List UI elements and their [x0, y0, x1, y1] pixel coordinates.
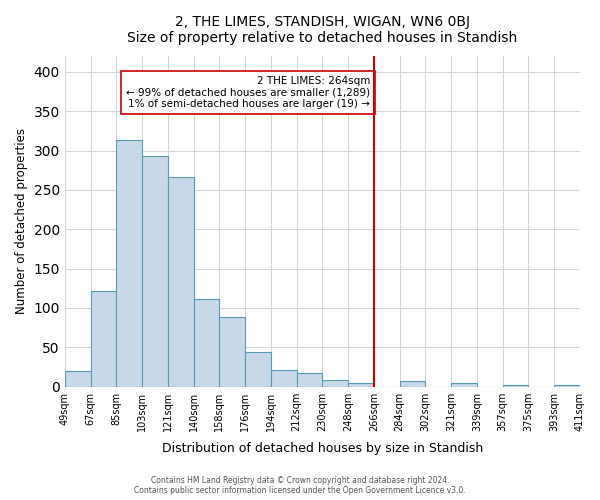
Bar: [142, 156, 168, 386]
Bar: [194, 300, 220, 386]
Bar: [91, 290, 116, 386]
Text: Contains HM Land Registry data © Crown copyright and database right 2024.
Contai: Contains HM Land Registry data © Crown c…: [134, 476, 466, 495]
Bar: [296, 374, 322, 386]
Bar: [503, 385, 529, 386]
Bar: [245, 352, 271, 386]
Title: 2, THE LIMES, STANDISH, WIGAN, WN6 0BJ
Size of property relative to detached hou: 2, THE LIMES, STANDISH, WIGAN, WN6 0BJ S…: [127, 15, 518, 45]
Bar: [400, 381, 425, 386]
Bar: [451, 382, 477, 386]
Text: 2 THE LIMES: 264sqm
← 99% of detached houses are smaller (1,289)
1% of semi-deta: 2 THE LIMES: 264sqm ← 99% of detached ho…: [126, 76, 370, 109]
Bar: [348, 382, 374, 386]
Bar: [220, 316, 245, 386]
Y-axis label: Number of detached properties: Number of detached properties: [15, 128, 28, 314]
Bar: [322, 380, 348, 386]
Bar: [271, 370, 296, 386]
Bar: [65, 371, 91, 386]
X-axis label: Distribution of detached houses by size in Standish: Distribution of detached houses by size …: [162, 442, 483, 455]
Bar: [116, 140, 142, 386]
Bar: [554, 385, 580, 386]
Bar: [168, 178, 194, 386]
